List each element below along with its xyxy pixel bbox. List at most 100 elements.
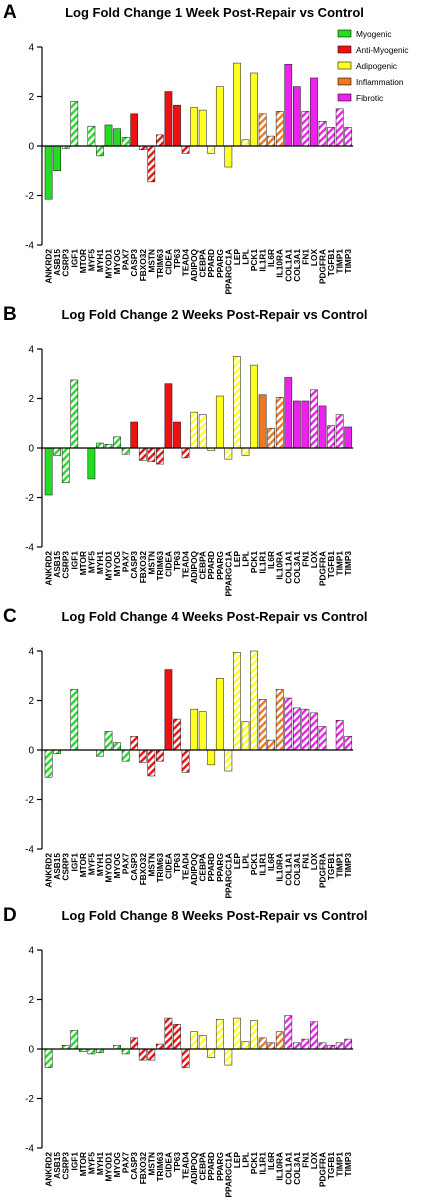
y-tick-label: 4 [28, 43, 34, 54]
panel-letter: C [3, 606, 17, 627]
x-tick-label: TIMP3 [343, 853, 353, 878]
bar-fn1 [301, 708, 310, 751]
x-tick-label: TRIM63 [155, 249, 165, 279]
bar-pdgfra [318, 405, 327, 449]
bar-trim63 [156, 447, 164, 465]
x-tick-label: CASP3 [129, 1152, 139, 1180]
bar-fbxo32 [138, 749, 147, 763]
x-tick-label: COL3A1 [292, 853, 302, 886]
x-tick-label: LEP [232, 551, 242, 568]
bar-myog [113, 436, 121, 449]
y-tick-label: -4 [25, 543, 34, 554]
x-tick-label: MYF5 [86, 1152, 96, 1175]
bar-mstn [147, 1048, 156, 1061]
x-tick-label: FN1 [300, 1152, 310, 1168]
legend-label: Myogenic [356, 29, 392, 39]
bar-il6r [267, 1042, 276, 1050]
bar-lox [310, 1021, 318, 1050]
bar-lpl [241, 721, 250, 751]
bar-csrp3 [61, 447, 70, 483]
y-tick-label: -4 [25, 845, 34, 856]
bar-igf1 [70, 1030, 79, 1050]
chart-title: Log Fold Change 4 Weeks Post-Repair vs C… [61, 609, 368, 624]
x-tick-label: CSRP3 [61, 249, 71, 277]
bar-col3a1 [292, 1042, 301, 1050]
x-tick-label: IL1R1 [258, 551, 268, 574]
bar-timp1 [335, 414, 344, 449]
legend-swatch-inflam [337, 77, 352, 86]
x-tick-label: IL10RA [275, 249, 285, 278]
y-tick-label: 2 [28, 696, 34, 707]
bar-ppargc1a [224, 1048, 233, 1066]
bar-trim63 [156, 1043, 164, 1050]
legend-swatch-myogenic [337, 29, 352, 38]
bar-timp1 [335, 108, 344, 147]
x-tick-label: LPL [240, 551, 250, 567]
bar-tead4 [181, 447, 190, 459]
bar-il1r1 [258, 394, 267, 449]
panel-a: -4 -2 0 2 4 ANKRD2 ASB15 CSRP3 IGF1 MTOR MYF5 MYH1 M… [0, 0, 429, 300]
bar-myf5 [87, 1048, 96, 1055]
x-tick-label: TEAD4 [181, 853, 191, 881]
bar-pax7 [121, 749, 130, 762]
bar-chart-c: -4-2024ANKRD2ASB15CSRP3IGF1MTORMYF5MYH1M… [25, 647, 353, 899]
bar-adipoq [190, 107, 198, 147]
x-tick-label: MYF5 [86, 853, 96, 876]
x-tick-label: LEP [232, 249, 242, 266]
x-tick-label: IL6R [266, 249, 276, 267]
x-tick-label: TIMP3 [343, 551, 353, 576]
x-tick-label: MSTN [146, 551, 156, 575]
bar-ppargc1a [224, 447, 233, 460]
bar-trim63 [156, 749, 164, 762]
bar-timp1 [335, 720, 344, 751]
chart-title: Log Fold Change 1 Week Post-Repair vs Co… [65, 5, 364, 20]
bar-myh1 [96, 749, 104, 757]
bar-col1a1 [284, 1015, 293, 1050]
x-tick-label: PPARD [206, 853, 216, 881]
x-tick-label: PPARG [215, 249, 225, 278]
x-tick-label: PPARD [206, 1152, 216, 1180]
x-tick-label: PCK1 [249, 551, 259, 574]
panel-d: -4 -2 0 2 4 ANKRD2 ASB15 CSRP3 IGF1 MTOR MYF5 MYH1 M… [0, 903, 429, 1203]
bar-adipoq [190, 411, 198, 449]
bar-myf5 [87, 447, 96, 480]
x-tick-label: CIDEA [163, 1152, 173, 1178]
bar-cebpa [198, 414, 207, 449]
x-tick-label: LEP [232, 853, 242, 870]
x-tick-label: CEBPA [198, 551, 208, 579]
x-tick-label: FN1 [300, 551, 310, 567]
x-tick-label: CASP3 [129, 249, 139, 277]
x-tick-label: FBXO32 [138, 249, 148, 282]
bar-cidea [164, 1017, 173, 1050]
bar-cebpa [198, 109, 207, 147]
x-tick-label: TP63 [172, 249, 182, 269]
x-tick-label: CSRP3 [61, 1152, 71, 1180]
bar-lpl [241, 139, 250, 147]
x-tick-label: LPL [240, 853, 250, 869]
x-tick-label: COL1A1 [283, 249, 293, 282]
bar-casp3 [130, 113, 139, 147]
x-tick-label: FN1 [300, 249, 310, 265]
panel-letter: D [3, 905, 17, 926]
x-tick-label: TRIM63 [155, 853, 165, 883]
x-tick-label: PDGFRA [318, 551, 328, 586]
bar-timp3 [344, 127, 353, 147]
legend-label: Adipogenic [356, 61, 397, 71]
bar-lox [310, 712, 318, 751]
bar-asb15 [53, 145, 62, 171]
y-tick-label: 4 [28, 345, 34, 356]
bar-ankrd2 [44, 749, 53, 778]
bar-myh1 [96, 145, 104, 157]
x-tick-label: CASP3 [129, 551, 139, 579]
bar-ankrd2 [44, 1048, 53, 1068]
bar-il10ra [275, 1031, 284, 1050]
x-tick-label: PCK1 [249, 1152, 259, 1175]
chart-title: Log Fold Change 8 Weeks Post-Repair vs C… [61, 908, 368, 923]
x-tick-label: LPL [240, 1152, 250, 1168]
x-tick-label: PPARGC1A [223, 249, 233, 295]
y-tick-label: -2 [25, 795, 34, 806]
x-tick-label: PAX7 [121, 249, 131, 270]
x-tick-label: MYOD1 [104, 1152, 114, 1182]
x-tick-label: ASB15 [52, 1152, 62, 1179]
x-tick-label: TRIM63 [155, 551, 165, 581]
